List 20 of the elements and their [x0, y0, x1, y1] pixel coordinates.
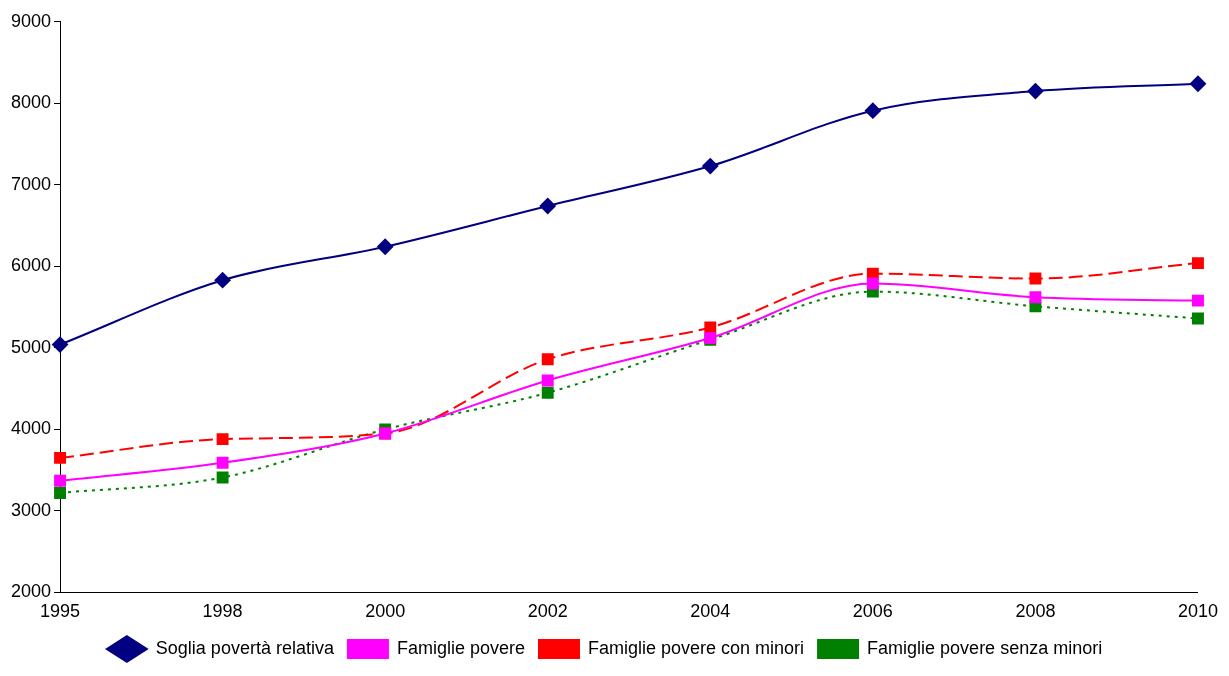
- x-tick-label: 2002: [527, 601, 568, 622]
- legend-label: Soglia povertà relativa: [155, 637, 335, 658]
- legend-label: Famiglie povere con minori: [587, 637, 805, 658]
- x-tick-label: 2006: [852, 601, 893, 622]
- y-tick-label: 6000: [11, 255, 52, 276]
- x-tick-label: 1995: [40, 601, 81, 622]
- x-tick-label: 2008: [1015, 601, 1056, 622]
- y-tick-label: 3000: [11, 499, 52, 520]
- x-tick-label: 2004: [690, 601, 731, 622]
- x-tick-label: 2010: [1177, 601, 1218, 622]
- y-tick-label: 7000: [11, 173, 52, 194]
- y-tick-label: 9000: [11, 10, 52, 31]
- x-tick-label: 2000: [365, 601, 406, 622]
- x-tick-label: 1998: [202, 601, 243, 622]
- legend-label: Famiglie povere: [396, 637, 525, 658]
- y-tick-label: 4000: [11, 418, 52, 439]
- y-tick-label: 5000: [11, 336, 52, 357]
- y-tick-label: 2000: [11, 581, 52, 602]
- y-tick-label: 8000: [11, 92, 52, 113]
- legend-label: Famiglie povere senza minori: [867, 637, 1103, 658]
